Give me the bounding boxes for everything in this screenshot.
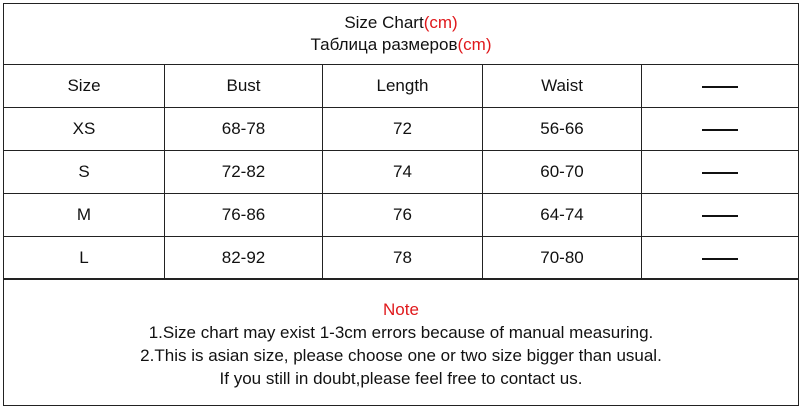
- cell-length: 72: [322, 107, 483, 151]
- title-unit: (cm): [423, 13, 458, 32]
- header-length: Length: [322, 64, 483, 108]
- title-text: Size Chart: [344, 13, 424, 32]
- cell-size: XS: [3, 107, 165, 151]
- title-line-en: Size Chart(cm): [4, 12, 798, 34]
- dash-mark: [702, 85, 738, 88]
- cell-waist: 60-70: [482, 150, 642, 194]
- cell-blank: [641, 150, 799, 194]
- header-bust: Bust: [164, 64, 323, 108]
- cell-blank: [641, 193, 799, 237]
- note-box: Note 1.Size chart may exist 1-3cm errors…: [3, 278, 799, 406]
- note-line: If you still in doubt,please feel free t…: [219, 369, 583, 388]
- cell-blank: [641, 236, 799, 280]
- dash-mark: [702, 214, 738, 217]
- note-line: 2.This is asian size, please choose one …: [140, 346, 662, 365]
- table-row: S 72-82 74 60-70: [3, 150, 799, 194]
- cell-blank: [641, 107, 799, 151]
- cell-length: 74: [322, 150, 483, 194]
- dash-mark: [702, 171, 738, 174]
- table-row: M 76-86 76 64-74: [3, 193, 799, 237]
- header-blank: [641, 64, 799, 108]
- cell-bust: 76-86: [164, 193, 323, 237]
- cell-length: 76: [322, 193, 483, 237]
- cell-waist: 56-66: [482, 107, 642, 151]
- header-waist: Waist: [482, 64, 642, 108]
- title-text-ru: Таблица размеров: [310, 35, 458, 54]
- note-heading: Note: [383, 300, 419, 319]
- cell-size: S: [3, 150, 165, 194]
- table-header-row: Size Bust Length Waist: [3, 64, 799, 108]
- table-row: L 82-92 78 70-80: [3, 236, 799, 280]
- cell-size: M: [3, 193, 165, 237]
- cell-size: L: [3, 236, 165, 280]
- cell-bust: 82-92: [164, 236, 323, 280]
- table-row: XS 68-78 72 56-66: [3, 107, 799, 151]
- title-line-ru: Таблица размеров(cm): [4, 34, 798, 56]
- header-size: Size: [3, 64, 165, 108]
- dash-mark: [702, 257, 738, 260]
- dash-mark: [702, 128, 738, 131]
- cell-bust: 68-78: [164, 107, 323, 151]
- cell-bust: 72-82: [164, 150, 323, 194]
- cell-waist: 70-80: [482, 236, 642, 280]
- cell-waist: 64-74: [482, 193, 642, 237]
- cell-length: 78: [322, 236, 483, 280]
- size-table: Size Bust Length Waist XS 68-78 72 56-66…: [3, 64, 799, 280]
- title-unit-ru: (cm): [457, 35, 492, 54]
- note-line: 1.Size chart may exist 1-3cm errors beca…: [148, 323, 654, 342]
- size-chart-title: Size Chart(cm) Таблица размеров(cm): [3, 3, 799, 65]
